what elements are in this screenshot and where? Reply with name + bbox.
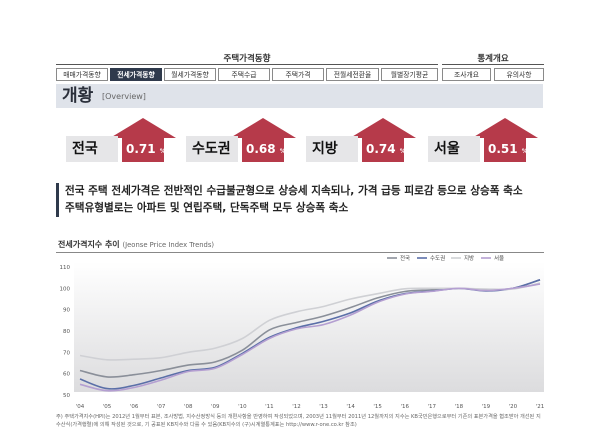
- x-tick-label: '08: [184, 404, 193, 410]
- legend-label: 전국: [400, 254, 410, 262]
- x-tick-label: '20: [509, 404, 518, 410]
- nav-group-title-price: 주택가격동향: [223, 54, 271, 64]
- tab-housing-supply[interactable]: 주택수급: [218, 68, 270, 81]
- region-name-box: 지방: [306, 136, 358, 162]
- up-arrow-icon: [230, 118, 296, 162]
- nav-rule-left: [56, 64, 438, 65]
- region-change-value: 0.51 %: [488, 136, 528, 165]
- series-line: [79, 283, 541, 392]
- y-tick-label: 50: [63, 393, 70, 399]
- chart-footnote: 주) 주택가격지수(HPI)는 2012년 1월부터 표본, 조사방법, 지수산…: [56, 414, 541, 428]
- x-tick-label: '14: [346, 404, 355, 410]
- overview-subtitle: [Overview]: [102, 92, 146, 101]
- x-tick-label: '05: [103, 404, 112, 410]
- nav-rule-right: [442, 64, 544, 65]
- tab-sale-price[interactable]: 매매가격동향: [56, 68, 108, 81]
- tab-notes[interactable]: 유의사항: [494, 68, 544, 81]
- up-arrow-icon: [350, 118, 416, 162]
- headline-summary: 전국 주택 전세가격은 전반적인 수급불균형으로 상승세 지속되나, 가격 급등…: [56, 183, 555, 217]
- chart-title: 전세가격지수 추이 (Jeonse Price Index Trends): [58, 239, 214, 250]
- region-change-value: 0.74 %: [366, 136, 406, 165]
- x-tick-label: '15: [373, 404, 382, 410]
- region-value-unit: %: [279, 148, 286, 155]
- overview-band: 개황 [Overview]: [56, 84, 543, 108]
- x-tick-label: '09: [211, 404, 220, 410]
- region-value-number: 0.68: [246, 142, 276, 156]
- region-value-unit: %: [399, 148, 406, 155]
- y-tick-label: 90: [63, 308, 70, 314]
- region-value-unit: %: [159, 148, 166, 155]
- region-value-unit: %: [521, 148, 528, 155]
- region-card: 서울 0.51 %: [428, 118, 540, 162]
- tab-monthly-rent-price[interactable]: 월세가격동향: [164, 68, 216, 81]
- region-card: 전국 0.71 %: [66, 118, 178, 162]
- region-value-number: 0.71: [126, 142, 156, 156]
- nav-group-title-overview: 통계개요: [477, 54, 509, 64]
- tab-survey-overview[interactable]: 조사개요: [442, 68, 491, 81]
- x-tick-label: '19: [482, 404, 491, 410]
- chart-title-rule: [56, 252, 544, 253]
- y-tick-label: 60: [63, 372, 70, 378]
- region-value-number: 0.74: [366, 142, 396, 156]
- x-tick-label: '04: [76, 404, 85, 410]
- region-name-box: 수도권: [186, 136, 238, 162]
- tab-conversion-rate[interactable]: 전월세전환율: [326, 68, 379, 81]
- legend-label: 수도권: [430, 254, 445, 262]
- region-card: 수도권 0.68 %: [186, 118, 298, 162]
- x-tick-label: '13: [319, 404, 328, 410]
- y-tick-label: 110: [60, 265, 71, 271]
- y-tick-label: 100: [60, 286, 71, 292]
- legend-label: 지방: [464, 254, 474, 262]
- headline-line: 전국 주택 전세가격은 전반적인 수급불균형으로 상승세 지속되나, 가격 급등…: [65, 185, 523, 197]
- overview-title: 개황: [62, 86, 94, 106]
- legend-label: 서울: [494, 254, 504, 262]
- tab-housing-price[interactable]: 주택가격: [272, 68, 324, 81]
- up-arrow-icon: [472, 118, 538, 162]
- region-name-box: 서울: [428, 136, 480, 162]
- y-tick-label: 70: [63, 350, 70, 356]
- region-value-number: 0.51: [488, 142, 518, 156]
- x-tick-label: '21: [536, 404, 545, 410]
- x-tick-label: '12: [292, 404, 301, 410]
- x-tick-label: '06: [130, 404, 139, 410]
- headline-line: 주택유형별로는 아파트 및 연립주택, 단독주택 모두 상승폭 축소: [65, 202, 349, 214]
- x-tick-label: '07: [157, 404, 166, 410]
- region-name: 전국: [72, 141, 98, 157]
- y-tick-label: 80: [63, 329, 70, 335]
- up-arrow-icon: [110, 118, 176, 162]
- x-tick-label: '18: [455, 404, 464, 410]
- region-card: 지방 0.74 %: [306, 118, 418, 162]
- region-change-value: 0.71 %: [126, 136, 166, 165]
- region-name: 수도권: [192, 141, 231, 157]
- chart-title-ko: 전세가격지수 추이: [58, 240, 120, 249]
- region-change-value: 0.68 %: [246, 136, 286, 165]
- tab-long-term-average[interactable]: 월별장기평균: [381, 68, 438, 81]
- x-tick-label: '10: [238, 404, 247, 410]
- x-tick-label: '16: [400, 404, 409, 410]
- x-tick-label: '17: [428, 404, 437, 410]
- x-tick-label: '11: [265, 404, 274, 410]
- region-name-box: 전국: [66, 136, 118, 162]
- tab-jeonse-price[interactable]: 전세가격동향: [110, 68, 162, 81]
- region-name: 서울: [434, 141, 460, 157]
- region-name: 지방: [312, 141, 338, 157]
- chart-title-en: (Jeonse Price Index Trends): [122, 241, 215, 249]
